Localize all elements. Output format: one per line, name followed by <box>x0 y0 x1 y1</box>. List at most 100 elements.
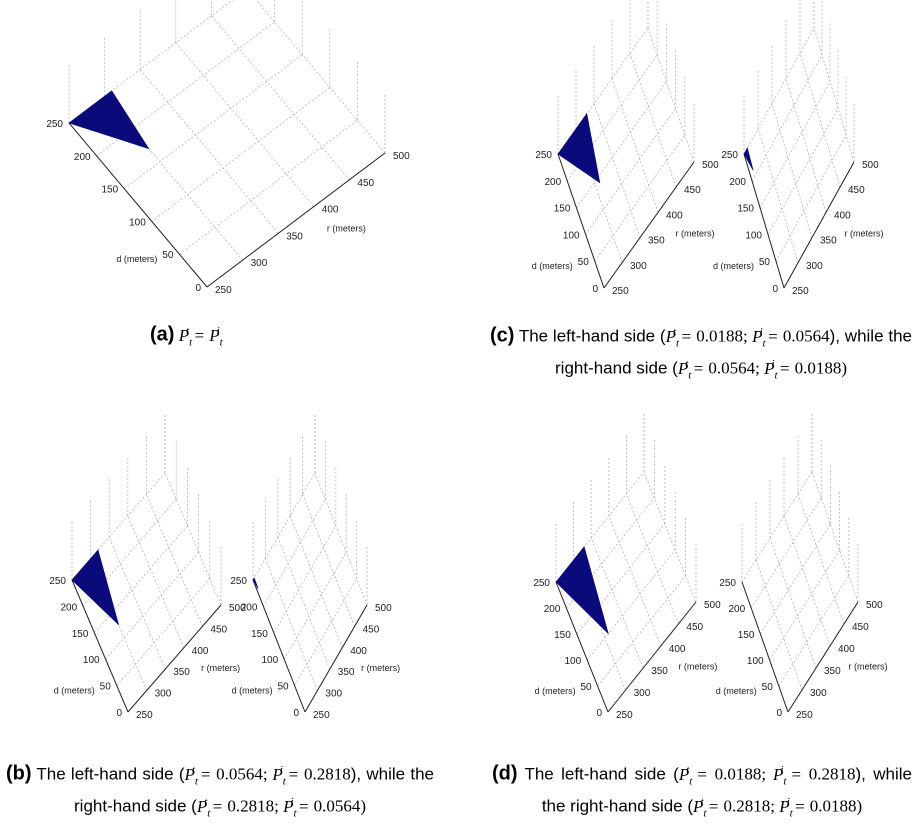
tick-r-b-right-4: 450 <box>363 624 380 635</box>
caption-c-text-1: The left-hand side ( <box>518 326 666 346</box>
gridline-r-d-left-4 <box>626 493 679 625</box>
gridline-d-d-right-5 <box>741 471 813 583</box>
caption-d-value-1: 0.0188 <box>714 764 762 784</box>
gridline-d-c-left-3 <box>576 81 667 208</box>
caption-d-value-3: 0.2818 <box>723 796 771 816</box>
surface-region-d-left <box>555 546 609 635</box>
surface-region-b-right <box>252 577 259 589</box>
caption-d-text-2: ), while the right-hand side ( <box>541 764 912 816</box>
gridline-r-c-left-2 <box>593 103 641 238</box>
gridline-d-b-right-3 <box>273 525 337 634</box>
gridline-r-a-main-3 <box>175 42 315 207</box>
gridline-d-d-right-4 <box>750 497 822 609</box>
gridline-d-d-left-4 <box>566 497 655 609</box>
tick-r-d-left-5: 500 <box>704 600 721 611</box>
axis-r-b-right <box>304 604 368 713</box>
gridline-d-b-right-2 <box>283 551 347 660</box>
tick-r-c-left-2: 350 <box>648 236 665 247</box>
tick-d-a-main-0: 0 <box>195 283 201 294</box>
gridline-d-d-left-2 <box>586 549 676 661</box>
tick-d-c-right-1: 50 <box>759 257 771 268</box>
ylabel-a-main: d (meters) <box>116 254 157 264</box>
gridline-r-b-right-2 <box>277 537 331 670</box>
gridline-r-a-main-5 <box>255 0 386 154</box>
tick-d-c-left-0: 0 <box>592 284 598 295</box>
gridline-d-b-left-1 <box>116 578 211 686</box>
xlabel-c-left: r (meters) <box>676 229 715 239</box>
tick-d-c-right-2: 100 <box>745 230 762 241</box>
tick-d-d-left-4: 200 <box>544 604 561 615</box>
axis-r-c-left <box>603 161 695 289</box>
tick-r-c-right-1: 300 <box>806 261 823 272</box>
tick-r-b-right-1: 300 <box>325 689 342 700</box>
tick-r-b-right-2: 350 <box>338 667 355 678</box>
gridline-d-d-left-5 <box>555 471 645 583</box>
tick-d-b-right-1: 50 <box>277 682 289 693</box>
tick-d-d-right-2: 100 <box>747 656 764 667</box>
tick-r-b-right-3: 400 <box>350 646 367 657</box>
tick-d-d-left-0: 0 <box>596 708 602 719</box>
gridline-d-d-right-2 <box>769 549 840 661</box>
gridline-r-b-left-3 <box>127 515 185 648</box>
tick-r-b-left-3: 400 <box>192 646 209 657</box>
plot-a-main: 250 300 350 400 450 500 0 50 100 150 200 250 r (mete… <box>46 0 410 296</box>
gridline-r-c-right-4 <box>799 53 841 188</box>
tick-d-c-right-4: 200 <box>729 177 746 188</box>
tick-d-c-left-5: 250 <box>535 150 552 161</box>
gridline-d-b-right-4 <box>263 499 326 607</box>
tick-r-c-right-3: 400 <box>834 210 851 221</box>
axis-d-a-main <box>68 122 208 288</box>
gridline-d-b-left-2 <box>105 551 199 660</box>
tick-r-d-left-3: 400 <box>669 644 686 655</box>
tick-d-b-right-3: 150 <box>251 629 268 640</box>
caption-c-value-2: 0.0564 <box>782 326 830 346</box>
axis-d-b-right <box>252 579 306 713</box>
axis-d-b-left <box>71 579 129 713</box>
caption-b-text-1: The left-hand side ( <box>36 764 185 784</box>
surface-region-c-right <box>743 147 754 171</box>
gridline-r-d-left-5 <box>643 471 697 603</box>
axis-d-d-left <box>555 581 609 713</box>
tick-r-d-left-4: 450 <box>686 622 703 633</box>
gridline-d-a-main-3 <box>123 54 303 189</box>
gridline-d-c-left-2 <box>585 108 676 235</box>
tick-r-d-right-1: 300 <box>810 688 827 699</box>
gridline-d-a-main-2 <box>151 87 331 222</box>
gridline-r-c-right-1 <box>757 128 799 263</box>
caption-c-text-2: ), while the right-hand side ( <box>555 326 912 378</box>
gridline-d-c-right-2 <box>767 108 839 235</box>
caption-b-value-1: 0.0564 <box>216 764 263 784</box>
gridline-r-d-left-2 <box>590 537 644 669</box>
gridline-r-b-right-4 <box>302 494 355 627</box>
gridline-r-c-right-3 <box>785 78 827 213</box>
tick-r-d-right-2: 350 <box>824 666 841 677</box>
axis-d-c-right <box>743 153 785 289</box>
tick-d-b-left-3: 150 <box>72 629 89 640</box>
xlabel-a-main: r (meters) <box>327 223 366 233</box>
gridline-d-b-right-1 <box>294 578 357 686</box>
caption-b-value-3: 0.2818 <box>227 796 275 816</box>
tick-r-b-left-5: 500 <box>229 603 246 614</box>
tick-r-c-left-1: 300 <box>630 261 647 272</box>
tick-d-d-right-5: 250 <box>719 578 736 589</box>
tick-r-d-left-2: 350 <box>651 666 668 677</box>
gridline-r-c-right-2 <box>771 103 813 238</box>
ylabel-b-right: d (meters) <box>232 686 273 696</box>
tick-r-b-left-4: 450 <box>210 624 227 635</box>
surface-region-b-left <box>71 549 120 626</box>
gridline-r-c-left-5 <box>647 27 695 163</box>
tick-d-b-right-4: 200 <box>241 602 258 613</box>
caption-d-value-2: 0.2818 <box>808 764 856 784</box>
gridline-r-c-left-3 <box>611 78 659 213</box>
gridline-d-c-right-4 <box>751 54 823 181</box>
plot-c-left: 250 300 350 400 450 500 0 50 100 150 200 250 r (mete… <box>532 0 719 297</box>
tick-d-d-right-1: 50 <box>762 682 774 693</box>
tick-r-a-main-0: 250 <box>215 285 232 296</box>
tick-d-d-left-2: 100 <box>565 656 582 667</box>
caption-c-value-4: 0.0188 <box>794 358 842 378</box>
tick-d-d-right-4: 200 <box>729 604 746 615</box>
gridline-d-b-left-3 <box>94 525 188 634</box>
gridline-d-b-right-5 <box>252 472 316 581</box>
ylabel-c-right: d (meters) <box>713 261 754 271</box>
ylabel-b-left: d (meters) <box>54 686 95 696</box>
